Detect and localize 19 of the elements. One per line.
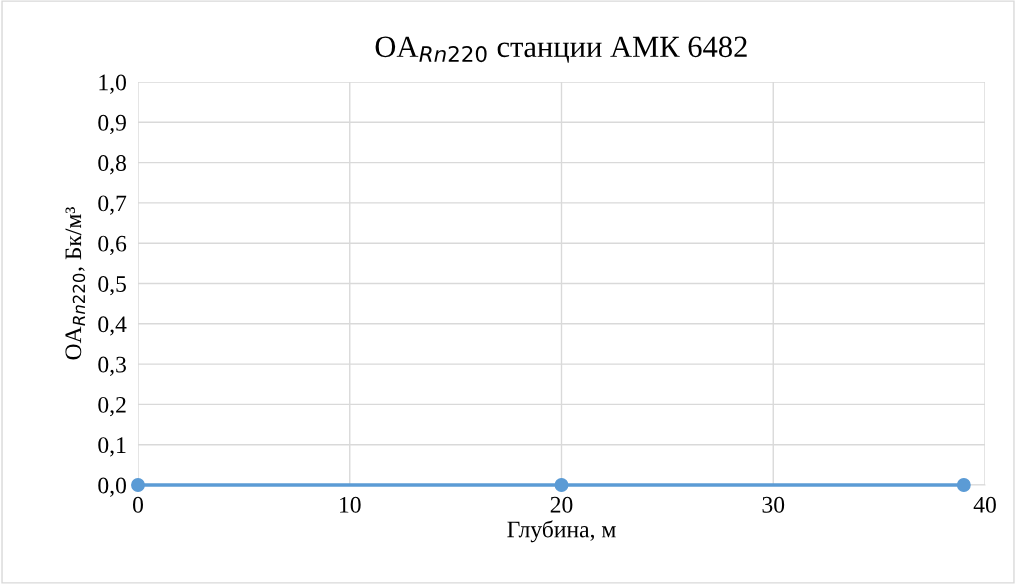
x-tick-label: 40 bbox=[973, 496, 996, 513]
y-tick-label: 0,1 bbox=[98, 437, 126, 457]
y-tick-label: 0,5 bbox=[98, 275, 126, 296]
x-tick-label: 10 bbox=[340, 496, 361, 513]
y-tick-label: 0,3 bbox=[98, 356, 126, 376]
x-tick-label: 30 bbox=[762, 496, 785, 513]
y-tick-label: 0,8 bbox=[98, 155, 126, 175]
y-axis-title: OA$_{Rn220}$, Бк/м³ bbox=[65, 207, 86, 360]
y-tick-label: 0,2 bbox=[98, 396, 126, 417]
y-tick-label: 0,0 bbox=[98, 477, 126, 497]
y-tick-label: 0,6 bbox=[98, 235, 127, 256]
y-tick-label: 1,0 bbox=[99, 74, 126, 94]
y-tick-label: 0,7 bbox=[98, 195, 127, 215]
x-tick-label: 20 bbox=[550, 496, 573, 513]
y-tick-label: 0,4 bbox=[98, 316, 127, 336]
y-tick-label: 0,9 bbox=[98, 114, 126, 135]
x-axis-title: Глубина, м bbox=[507, 520, 616, 543]
chart-title: OA$_{Rn220}$ станции АМК 6482 bbox=[375, 36, 747, 63]
x-tick-label: 0 bbox=[133, 496, 143, 513]
